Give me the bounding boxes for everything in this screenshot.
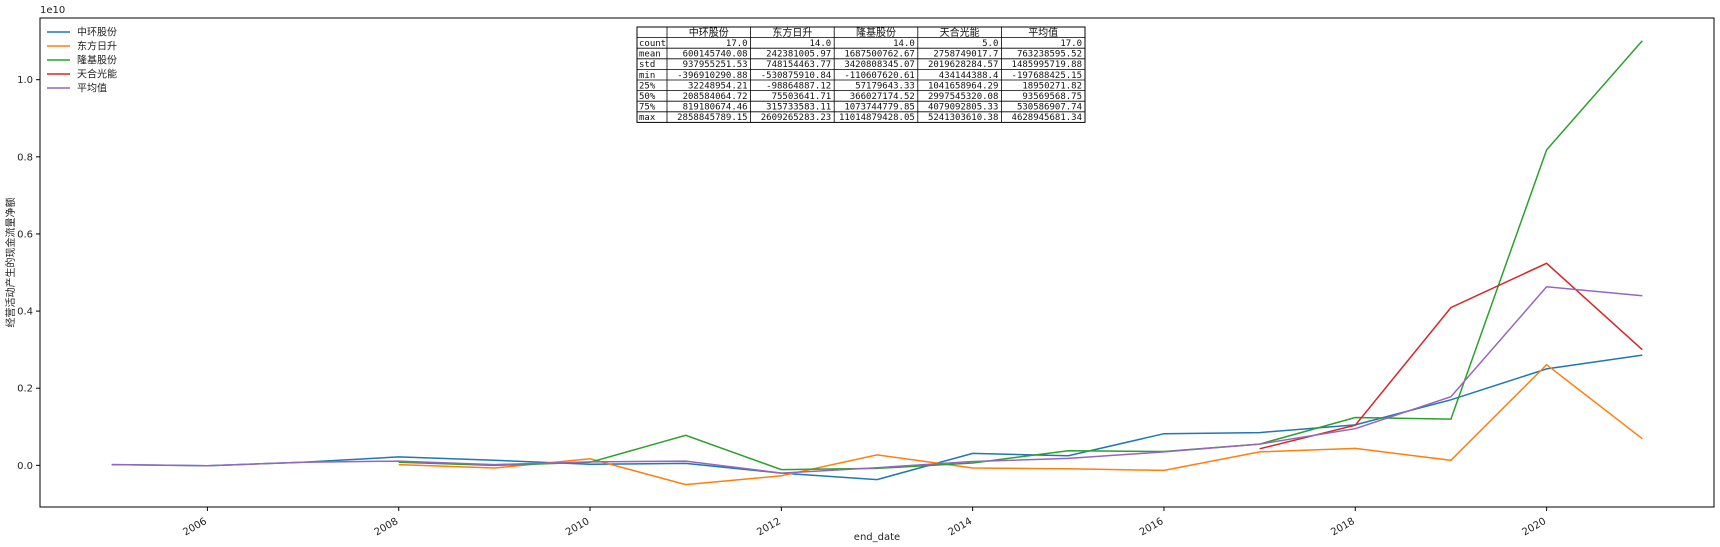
stats-table: 中环股份 东方日升 隆基股份 天合光能 平均值 count 17.0 14.0 14.0 5.0 1… <box>636 26 1086 123</box>
table-cell: 32248954.21 <box>688 81 748 91</box>
table-row-label: count <box>639 39 666 49</box>
x-tick-label: 2010 <box>564 516 592 538</box>
y-tick-label: 0.2 <box>17 384 33 395</box>
table-cell: 93569568.75 <box>1022 92 1082 102</box>
table-cell: 2858845789.15 <box>677 113 747 123</box>
x-tick-label: 2016 <box>1138 516 1166 538</box>
table-cell: -396910290.88 <box>677 71 747 81</box>
table-row-label: mean <box>639 50 661 60</box>
table-row-label: std <box>639 60 655 70</box>
series-line-0 <box>111 354 1643 481</box>
table-cell: 14.0 <box>893 39 915 49</box>
y-tick-label: 0.6 <box>17 229 33 240</box>
table-col-header: 平均值 <box>1028 26 1058 39</box>
table-row-label: 25% <box>639 81 656 91</box>
table-cell: 11014879428.05 <box>839 113 915 123</box>
table-cell: 2758749017.7 <box>933 50 998 60</box>
table-cell: 14.0 <box>810 39 832 49</box>
table-col-header: 天合光能 <box>940 26 980 39</box>
table-col-header: 隆基股份 <box>856 26 896 39</box>
table-cell: 315733583.11 <box>766 103 831 113</box>
x-tick-label: 2006 <box>181 516 209 538</box>
series-line-4 <box>111 286 1643 474</box>
table-cell: 763238595.52 <box>1017 50 1082 60</box>
table-cell: 4628945681.34 <box>1012 113 1082 123</box>
table-cell: 366027174.52 <box>850 92 915 102</box>
x-tick-label: 2012 <box>755 516 783 538</box>
table-col-header: 中环股份 <box>689 26 729 39</box>
series-line-3 <box>1259 262 1643 450</box>
y-tick-label: 0.0 <box>17 461 33 472</box>
table-cell: 57179643.33 <box>855 81 915 91</box>
table-cell: 75503641.71 <box>772 92 832 102</box>
table-cell: 17.0 <box>1060 39 1082 49</box>
table-cell: -110607620.61 <box>844 71 914 81</box>
table-cell: 1687500762.67 <box>844 50 914 60</box>
table-cell: 434144388.4 <box>939 71 999 81</box>
table-cell: 600145740.08 <box>683 50 748 60</box>
table-cell: 2609265283.23 <box>761 113 831 123</box>
x-tick-label: 2008 <box>373 516 401 538</box>
table-cell: 530586907.74 <box>1017 103 1082 113</box>
table-border <box>636 26 1086 123</box>
table-cell: 242381005.97 <box>766 50 831 60</box>
series-line-1 <box>398 363 1643 486</box>
y-tick-label: 0.8 <box>17 152 33 163</box>
y-axis-label: 经营活动产生的现金流量净额 <box>4 198 17 328</box>
y-scale-label: 1e10 <box>40 5 65 16</box>
table-cell: 2019628284.57 <box>928 60 998 70</box>
y-tick-label: 0.4 <box>17 307 33 318</box>
table-cell: 937955251.53 <box>683 60 748 70</box>
table-row-label: min <box>639 71 655 81</box>
table-cell: -530875910.84 <box>761 71 831 81</box>
table-cell: 1073744779.85 <box>844 103 914 113</box>
table-cell: 5.0 <box>982 39 998 49</box>
y-tick-label: 1.0 <box>17 75 33 86</box>
table-row-label: 50% <box>639 92 656 102</box>
table-cell: 2997545320.08 <box>928 92 998 102</box>
table-row-label: max <box>639 113 656 123</box>
table-cell: -98864887.12 <box>766 81 831 91</box>
plot-frame <box>39 17 1715 508</box>
table-cell: 208584064.72 <box>683 92 748 102</box>
table-cell: 4079092805.33 <box>928 103 998 113</box>
x-tick-label: 2018 <box>1329 516 1357 538</box>
x-axis-label: end_date <box>854 532 900 543</box>
table-cell: 1041658964.29 <box>928 81 998 91</box>
x-tick-label: 2020 <box>1521 516 1549 538</box>
table-cell: 748154463.77 <box>766 60 831 70</box>
legend-label: 东方日升 <box>77 40 117 53</box>
table-cell: 819180674.46 <box>683 103 748 113</box>
table-cell: 5241303610.38 <box>928 113 998 123</box>
table-cell: 1485995719.88 <box>1012 60 1082 70</box>
table-cell: 17.0 <box>726 39 748 49</box>
table-col-header: 东方日升 <box>772 26 812 39</box>
x-tick-label: 2014 <box>947 516 975 538</box>
legend-label: 中环股份 <box>77 26 117 39</box>
table-cell: 3420808345.07 <box>844 60 914 70</box>
table-cell: -197688425.15 <box>1012 71 1082 81</box>
legend-label: 隆基股份 <box>77 54 117 67</box>
legend-label: 平均值 <box>77 82 107 95</box>
legend-label: 天合光能 <box>77 68 117 81</box>
series-line-2 <box>398 40 1643 471</box>
table-row-label: 75% <box>639 103 656 113</box>
table-cell: 18950271.82 <box>1022 81 1082 91</box>
